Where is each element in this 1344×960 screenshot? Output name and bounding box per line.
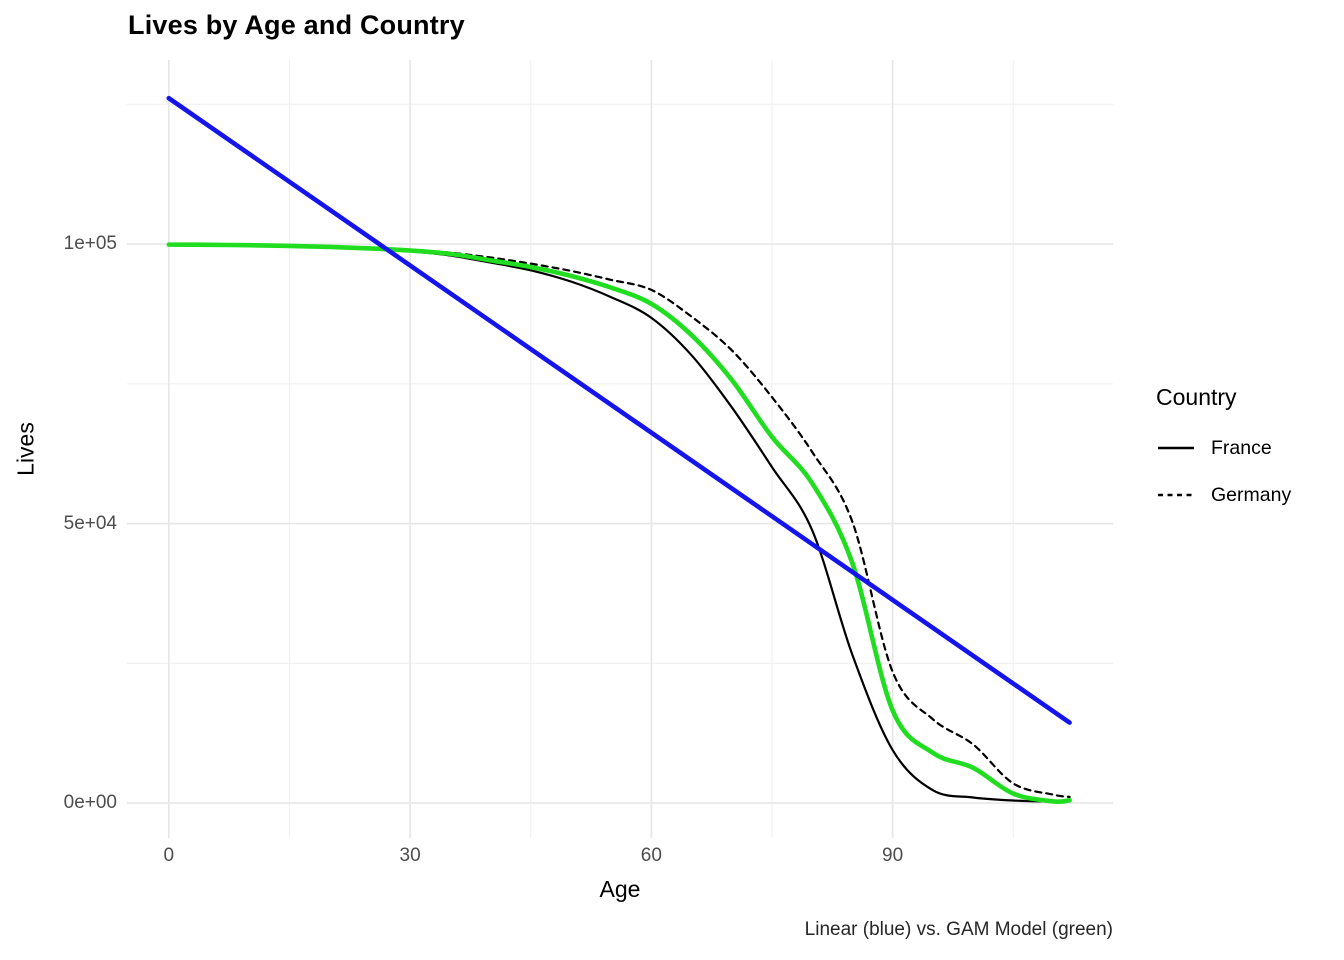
x-tick-label: 0: [163, 845, 175, 866]
legend-item-germany: Germany: [1156, 481, 1291, 509]
x-tick-label: 60: [640, 845, 662, 866]
chart-title: Lives by Age and Country: [128, 10, 465, 40]
y-tick-label: 0e+00: [63, 792, 117, 814]
y-axis-title: Lives: [12, 422, 39, 476]
x-tick-label: 30: [399, 845, 421, 866]
legend-title: Country: [1156, 384, 1237, 410]
solid-line-key-icon: [1158, 446, 1194, 450]
y-tick-label: 5e+04: [63, 512, 117, 534]
x-axis-title: Age: [599, 876, 641, 902]
legend-item-france: France: [1156, 434, 1291, 462]
legend-label-france: France: [1211, 436, 1272, 459]
dashed-line-key-icon: [1158, 493, 1194, 497]
series-line-gam-model: [166, 242, 1072, 805]
chart-caption: Linear (blue) vs. GAM Model (green): [804, 919, 1113, 940]
series-line-linear-model: [166, 95, 1072, 725]
plot-area: [127, 60, 1113, 838]
legend-label-germany: Germany: [1211, 483, 1292, 506]
x-tick-label: 90: [882, 845, 904, 866]
legend: Country France Germany: [1156, 383, 1291, 509]
y-tick-label: 1e+05: [63, 233, 117, 255]
series-line-germany: [167, 242, 1071, 798]
